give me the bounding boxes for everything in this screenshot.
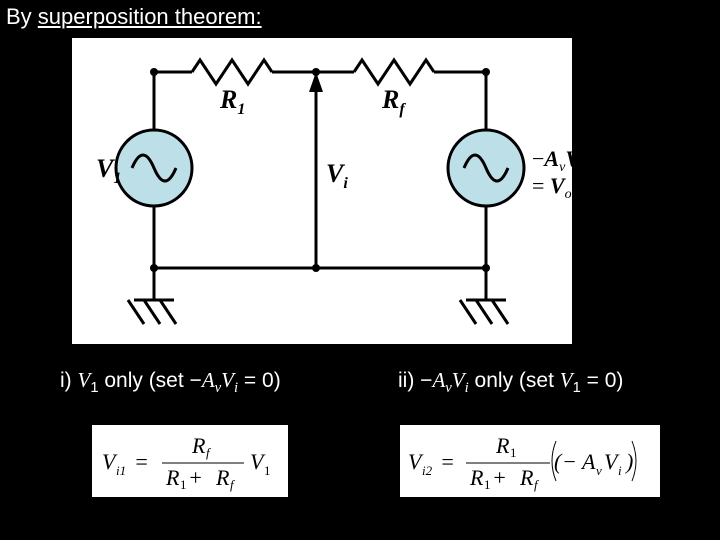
svg-text:R: R [191, 433, 206, 458]
svg-text:=: = [134, 449, 149, 474]
svg-text:f: f [534, 477, 540, 492]
svg-text:−: − [562, 449, 577, 474]
svg-text:R: R [165, 465, 180, 490]
label-avvi: −AvVi = Vo [532, 146, 572, 202]
svg-text:+: + [492, 465, 507, 490]
title-underlined: superposition theorem: [38, 4, 262, 29]
svg-text:i2: i2 [422, 463, 433, 478]
label-vi: Vi [326, 159, 348, 192]
title-prefix: By [6, 4, 38, 29]
svg-text:=: = [440, 449, 455, 474]
svg-text:): ) [624, 449, 633, 474]
svg-text:R: R [519, 465, 534, 490]
svg-text:f: f [230, 477, 236, 492]
caption-case-ii: ii) −AvVi only (set V1 = 0) [398, 368, 623, 397]
svg-text:1: 1 [264, 463, 271, 478]
label-r1: R1 [219, 85, 245, 118]
circuit-svg: V1 R1 Rf Vi −AvVi = Vo [72, 38, 572, 344]
svg-text:R: R [215, 465, 230, 490]
ground-left-icon [128, 300, 176, 324]
svg-text:1: 1 [180, 477, 187, 492]
svg-text:R: R [469, 465, 484, 490]
svg-text:f: f [206, 445, 212, 460]
svg-text:i: i [618, 463, 622, 478]
label-rf: Rf [381, 85, 406, 118]
svg-text:+: + [188, 465, 203, 490]
equation-vi2: V i2 = R 1 R 1 + R f ( − A v V i ) [400, 425, 660, 497]
ground-right-icon [460, 300, 508, 324]
slide-title: By superposition theorem: [6, 4, 262, 30]
source-v1 [116, 130, 192, 206]
svg-text:1: 1 [510, 445, 517, 460]
svg-text:R: R [495, 433, 510, 458]
svg-text:A: A [580, 449, 596, 474]
svg-text:i1: i1 [116, 463, 126, 478]
svg-text:1: 1 [484, 477, 491, 492]
equation-vi1: V i1 = R f R 1 + R f V 1 [92, 425, 288, 497]
caption-case-i: i) V1 only (set −AvVi = 0) [60, 368, 281, 397]
source-avvi [448, 130, 524, 206]
circuit-diagram: V1 R1 Rf Vi −AvVi = Vo [72, 38, 572, 344]
svg-text:v: v [596, 463, 602, 478]
